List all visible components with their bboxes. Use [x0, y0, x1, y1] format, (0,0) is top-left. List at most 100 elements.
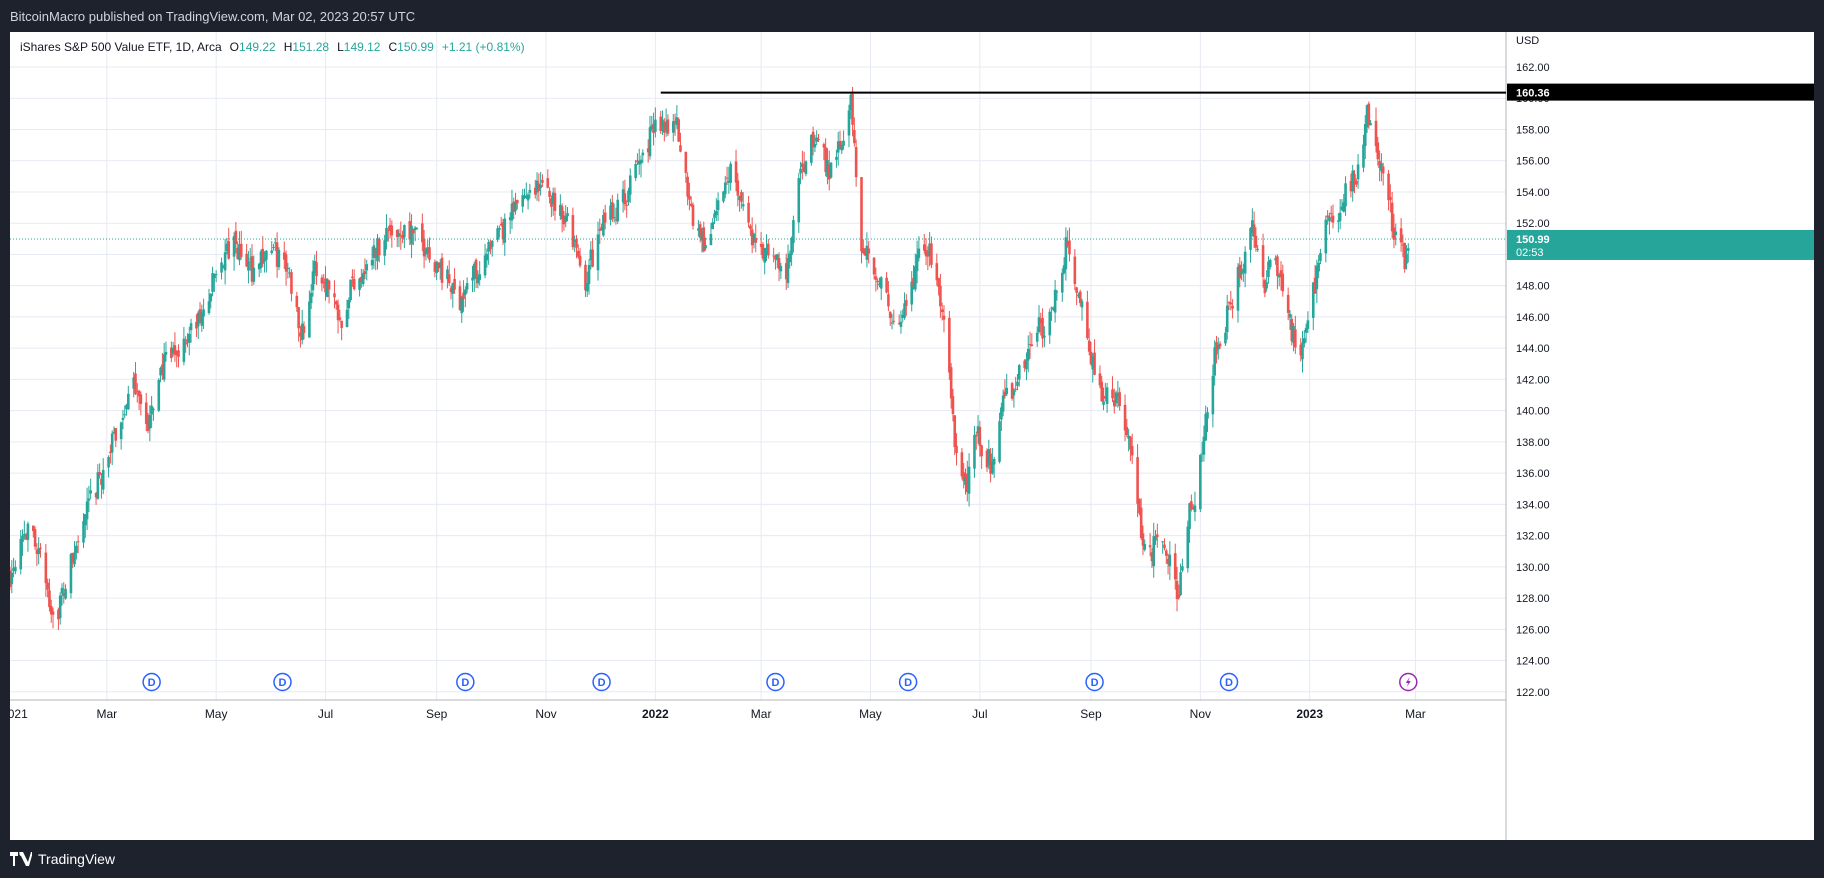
- candle-body: [424, 249, 428, 255]
- candle-body: [1277, 275, 1281, 278]
- candle-body: [10, 572, 14, 585]
- candle-body: [980, 445, 983, 457]
- candle-body: [1367, 103, 1371, 126]
- candle-body: [1000, 407, 1003, 420]
- candle-body: [600, 227, 603, 231]
- candle-body: [1068, 240, 1071, 255]
- dividend-marker[interactable]: D: [456, 672, 475, 692]
- candle-body: [879, 277, 883, 289]
- candle-body: [551, 192, 555, 205]
- candle-body: [937, 277, 940, 287]
- candle-body: [177, 350, 180, 357]
- candle-body: [46, 582, 49, 590]
- candle-body: [365, 264, 369, 271]
- candle-body: [26, 523, 30, 540]
- candle-body: [512, 202, 516, 212]
- candle-body: [915, 254, 919, 272]
- candle-body: [955, 445, 958, 454]
- candle-body: [553, 193, 557, 211]
- candle-body: [1274, 258, 1277, 261]
- candle-body: [1362, 144, 1365, 168]
- candle-body: [949, 367, 953, 399]
- candlestick-chart[interactable]: 122.00 124.00 126.00 128.00 130.00 132.00 134.…: [10, 32, 1814, 840]
- candle-body: [591, 249, 594, 267]
- candle-body: [1156, 534, 1159, 537]
- dividend-marker[interactable]: D: [142, 672, 161, 692]
- dividend-marker[interactable]: D: [766, 672, 785, 692]
- candle-body: [722, 191, 725, 202]
- candle-body: [749, 225, 752, 229]
- tradingview-logo-icon[interactable]: [10, 852, 32, 866]
- candle-body: [395, 230, 399, 237]
- candle-body: [182, 338, 186, 362]
- candle-body: [465, 283, 469, 290]
- candle-body: [1299, 344, 1303, 356]
- candle-body: [1102, 400, 1105, 405]
- candle-body: [1037, 317, 1041, 332]
- x-tick-label: Nov: [535, 707, 556, 721]
- candle-body: [810, 134, 813, 163]
- x-tick-label: Nov: [1190, 707, 1211, 721]
- candle-body: [815, 137, 819, 142]
- candle-body: [585, 282, 589, 292]
- candle-body: [675, 117, 679, 125]
- dividend-marker-circle: [898, 672, 918, 692]
- candle-body: [628, 175, 632, 195]
- symbol-label[interactable]: iShares S&P 500 Value ETF, 1D, Arca: [20, 40, 222, 54]
- candle-body: [1351, 170, 1355, 192]
- dividend-marker-letter: D: [461, 677, 469, 689]
- candle-body: [801, 163, 804, 168]
- candle-body: [453, 278, 456, 290]
- candle-body: [854, 146, 858, 178]
- y-tick-label: 148.00: [1516, 281, 1550, 293]
- candle-body: [112, 432, 116, 434]
- candle-body: [57, 609, 60, 620]
- candle-body: [786, 257, 790, 284]
- grid-lines: [10, 32, 1506, 700]
- dividend-marker[interactable]: D: [1219, 672, 1239, 692]
- candle-body: [1378, 161, 1381, 169]
- y-tick-label: 154.00: [1516, 187, 1550, 199]
- candle-body: [723, 182, 727, 195]
- candle-body: [878, 283, 881, 286]
- candle-body: [698, 224, 702, 238]
- dividend-marker[interactable]: D: [592, 672, 611, 692]
- y-tick-label: 124.00: [1516, 656, 1550, 668]
- candle-body: [302, 326, 306, 333]
- tradingview-brand[interactable]: TradingView: [38, 851, 116, 867]
- candle-body: [901, 314, 905, 318]
- candle-body: [412, 229, 415, 234]
- x-tick-label: May: [205, 707, 228, 721]
- candle-body: [905, 300, 908, 306]
- resistance-price-text: 160.36: [1516, 88, 1550, 100]
- candle-body: [827, 164, 831, 180]
- candle-body: [716, 200, 720, 211]
- candle-body: [636, 160, 639, 163]
- y-tick-label: 142.00: [1516, 374, 1550, 386]
- resistance-price-tag: [1507, 83, 1814, 101]
- chart-area[interactable]: iShares S&P 500 Value ETF, 1D, Arca O149…: [10, 32, 1814, 840]
- candle-body: [838, 141, 842, 149]
- candle-body: [403, 225, 406, 238]
- candle-body: [284, 254, 288, 272]
- dividend-marker-letter: D: [279, 677, 287, 689]
- candle-body: [114, 428, 118, 441]
- dividend-marker[interactable]: D: [273, 672, 292, 692]
- candle-body: [1075, 287, 1078, 293]
- split-marker[interactable]: [1399, 672, 1418, 692]
- candle-body: [299, 332, 302, 337]
- candle-body: [1173, 553, 1177, 580]
- candle-body: [1303, 338, 1306, 344]
- candle-body: [1100, 381, 1104, 402]
- candle-body: [646, 148, 650, 153]
- candle-body: [1317, 262, 1320, 272]
- candle-body: [460, 296, 464, 314]
- candle-body: [1199, 454, 1202, 510]
- candle-body: [315, 262, 318, 277]
- candle-body: [146, 419, 150, 431]
- candle-body: [1111, 389, 1114, 399]
- candle-body: [1329, 213, 1333, 215]
- dividend-marker[interactable]: D: [1085, 672, 1104, 692]
- candle-body: [1010, 383, 1014, 399]
- dividend-marker[interactable]: D: [898, 672, 918, 692]
